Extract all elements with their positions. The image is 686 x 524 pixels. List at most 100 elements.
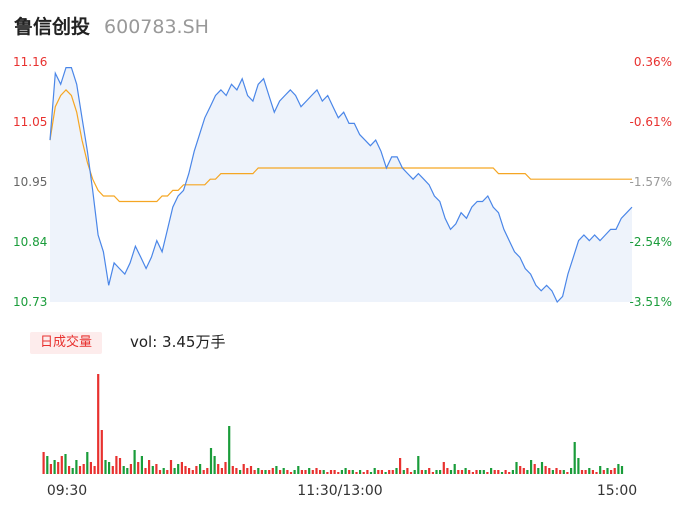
- volume-bar: [42, 452, 45, 474]
- time-tick-label: 11:30/13:00: [297, 483, 382, 499]
- volume-bar: [580, 470, 584, 474]
- volume-bar: [359, 470, 362, 474]
- volume-bar: [482, 470, 485, 474]
- volume-bar: [213, 456, 216, 474]
- volume-bar: [599, 466, 602, 474]
- volume-bar: [315, 468, 318, 474]
- price-tick-label: 10.84: [13, 235, 47, 249]
- volume-bar: [471, 472, 474, 474]
- volume-bar: [137, 462, 140, 474]
- volume-bar: [155, 464, 158, 474]
- volume-bar: [486, 472, 489, 474]
- volume-bar: [391, 470, 394, 474]
- volume-bar: [53, 460, 56, 474]
- volume-bar: [515, 462, 518, 474]
- volume-bar: [366, 470, 369, 474]
- volume-bar: [475, 470, 478, 474]
- volume-bar: [522, 468, 525, 474]
- volume-bar: [93, 466, 96, 474]
- volume-bar: [209, 448, 213, 474]
- volume-bar: [129, 464, 132, 474]
- volume-bar: [304, 470, 307, 474]
- volume-bar: [388, 470, 391, 474]
- volume-bar: [264, 470, 267, 474]
- volume-bar: [97, 374, 100, 474]
- volume-bar: [148, 460, 151, 474]
- volume-bar: [468, 470, 471, 474]
- volume-bar: [369, 472, 373, 474]
- volume-bar: [162, 468, 165, 474]
- volume-bar: [573, 442, 576, 474]
- volume-bar: [497, 470, 500, 474]
- volume-bar: [500, 472, 504, 474]
- volume-bar: [413, 470, 416, 474]
- percent-axis-right: 0.36% -0.61% -1.57% -2.54% -3.51%: [630, 55, 672, 309]
- volume-bar: [479, 470, 482, 474]
- volume-bar: [362, 472, 365, 474]
- volume-bar: [595, 472, 598, 474]
- volume-bar: [453, 464, 456, 474]
- volume-bar: [282, 468, 285, 474]
- stock-header: 鲁信创投 600783.SH: [14, 12, 209, 40]
- volume-bar: [195, 466, 198, 474]
- volume-bar: [490, 468, 493, 474]
- volume-bar: [333, 470, 336, 474]
- average-price-line: [49, 89, 632, 203]
- time-tick-label: 15:00: [597, 483, 637, 499]
- volume-bar: [551, 470, 554, 474]
- volume-bar: [493, 470, 496, 474]
- volume-bar: [406, 468, 409, 474]
- volume-bar: [206, 468, 209, 474]
- volume-bar: [89, 462, 92, 474]
- volume-bar: [380, 470, 383, 474]
- volume-bar: [126, 468, 129, 474]
- percent-tick-label: -0.61%: [630, 115, 672, 129]
- volume-bar: [329, 470, 333, 474]
- volume-bar: [562, 470, 565, 474]
- percent-tick-label: -2.54%: [630, 235, 672, 249]
- volume-bar: [235, 468, 238, 474]
- volume-bar: [559, 470, 562, 474]
- volume-bar: [217, 464, 220, 474]
- volume-bar: [319, 470, 322, 474]
- price-tick-label: 11.05: [13, 115, 47, 129]
- volume-bar: [540, 462, 544, 474]
- volume-bar: [526, 470, 529, 474]
- volume-badge: 日成交量: [30, 332, 103, 354]
- volume-bar: [224, 462, 227, 474]
- volume-bar: [158, 470, 162, 474]
- volume-bar: [591, 470, 594, 474]
- volume-bar: [268, 470, 271, 474]
- volume-bar: [446, 468, 449, 474]
- volume-bar: [373, 468, 376, 474]
- volume-bar: [271, 468, 274, 474]
- volume-bar: [424, 470, 427, 474]
- volume-bar: [46, 456, 49, 474]
- volume-bar: [188, 468, 191, 474]
- volume-bar: [533, 464, 536, 474]
- time-axis: 09:30 11:30/13:00 15:00: [47, 483, 637, 499]
- volume-bar: [297, 466, 300, 474]
- volume-bar: [337, 472, 340, 474]
- volume-bar: [177, 464, 180, 474]
- percent-tick-label: -3.51%: [630, 295, 672, 309]
- volume-bar: [249, 466, 253, 474]
- stock-name: 鲁信创投: [14, 16, 91, 38]
- volume-bar: [351, 470, 354, 474]
- percent-tick-label: -1.57%: [630, 175, 672, 189]
- volume-bar: [220, 468, 223, 474]
- volume-bar: [202, 470, 205, 474]
- volume-bar: [122, 466, 125, 474]
- price-area-fill: [50, 67, 632, 302]
- volume-bar: [118, 458, 122, 474]
- volume-bar: [399, 458, 402, 474]
- volume-bar: [548, 468, 551, 474]
- volume-bar: [464, 468, 467, 474]
- time-tick-label: 09:30: [47, 483, 87, 499]
- volume-bar: [71, 468, 74, 474]
- volume-bar: [431, 472, 434, 474]
- volume-bar: [610, 470, 613, 474]
- volume-bar: [140, 456, 143, 474]
- volume-bar: [460, 470, 464, 474]
- volume-bar: [173, 468, 176, 474]
